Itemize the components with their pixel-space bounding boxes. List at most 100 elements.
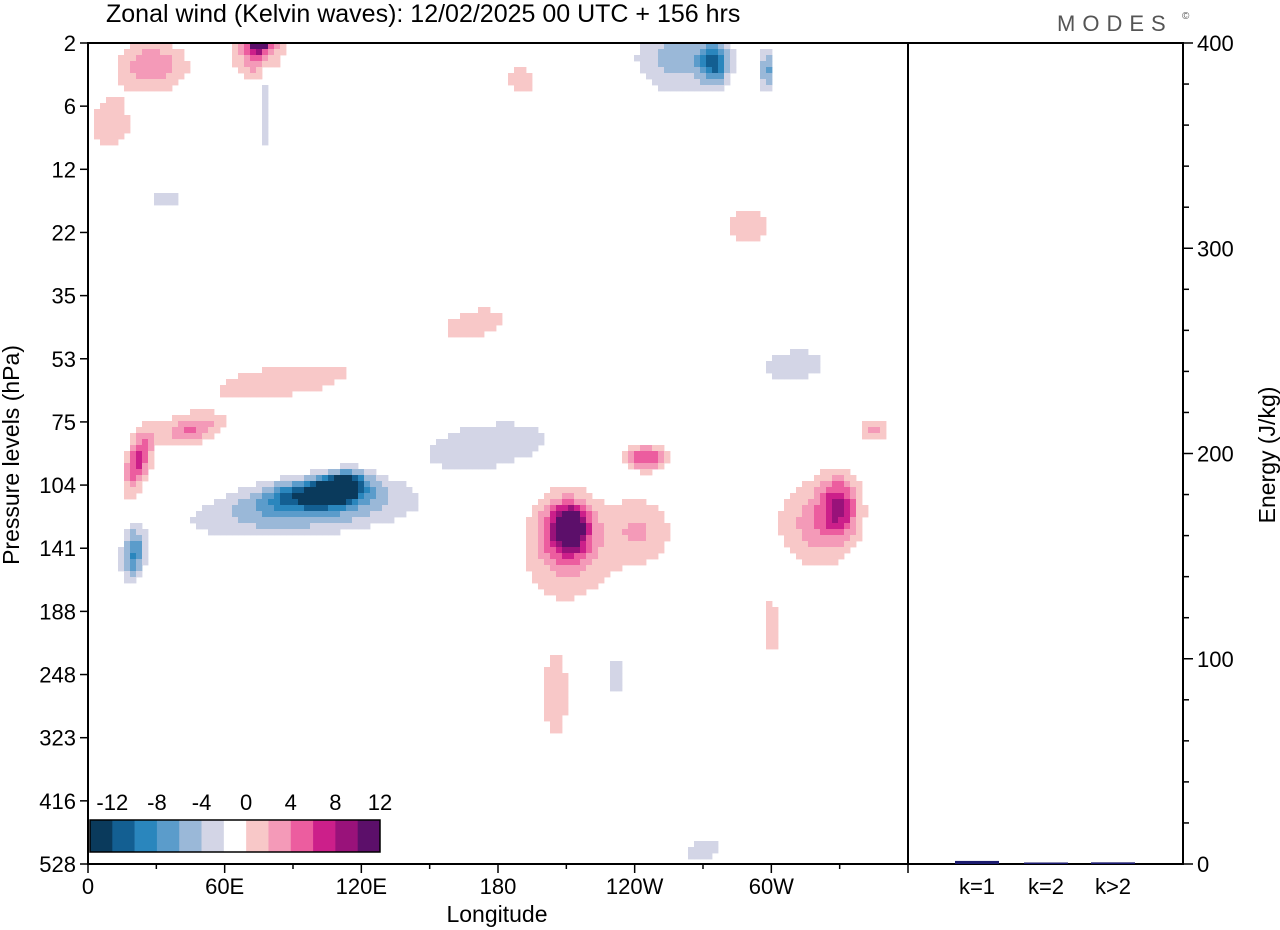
field-cell [730, 217, 737, 224]
field-cell [868, 433, 875, 440]
field-cell [820, 493, 827, 500]
field-cell [520, 73, 527, 80]
field-cell [742, 229, 749, 236]
field-cell [532, 547, 539, 554]
field-cell [844, 469, 851, 476]
field-cell [706, 43, 713, 50]
field-cell [352, 475, 359, 482]
field-cell [364, 469, 371, 476]
field-cell [142, 469, 149, 476]
field-cell [796, 355, 803, 362]
field-cell [478, 463, 485, 470]
field-cell [664, 457, 671, 464]
field-cell [862, 505, 869, 512]
field-cell [352, 481, 359, 488]
field-cell [802, 529, 809, 536]
field-cell [232, 55, 239, 62]
field-cell [232, 49, 239, 56]
field-cell [748, 211, 755, 218]
field-cell [586, 541, 593, 548]
field-cell [610, 679, 617, 686]
colorbar-label: 8 [329, 790, 341, 815]
field-cell [262, 481, 269, 488]
field-cell [136, 55, 143, 62]
field-cell [154, 73, 161, 80]
field-cell [220, 517, 227, 524]
field-cell [130, 565, 137, 572]
field-cell [814, 487, 821, 494]
field-cell [124, 565, 131, 572]
colorbar-swatch [335, 820, 358, 852]
field-cell [214, 415, 221, 422]
field-cell [136, 559, 143, 566]
heatmap-field [94, 43, 887, 860]
field-cell [808, 511, 815, 518]
field-cell [382, 481, 389, 488]
field-cell [790, 505, 797, 512]
field-cell [136, 61, 143, 68]
field-cell [604, 511, 611, 518]
field-cell [232, 523, 239, 530]
field-cell [130, 469, 137, 476]
field-cell [832, 505, 839, 512]
field-cell [592, 505, 599, 512]
field-cell [550, 721, 557, 728]
pressure-tick-label: 528 [39, 852, 76, 877]
field-cell [118, 79, 125, 86]
colorbar-swatch [112, 820, 135, 852]
field-cell [856, 499, 863, 506]
field-cell [502, 433, 509, 440]
field-cell [532, 565, 539, 572]
field-cell [328, 469, 335, 476]
field-cell [406, 505, 413, 512]
field-cell [802, 541, 809, 548]
field-cell [202, 433, 209, 440]
field-cell [160, 427, 167, 434]
field-cell [742, 235, 749, 242]
field-cell [340, 367, 347, 374]
field-cell [130, 481, 137, 488]
field-cell [826, 487, 833, 494]
field-cell [844, 541, 851, 548]
pressure-tick-label: 75 [52, 410, 76, 435]
field-cell [496, 457, 503, 464]
field-cell [148, 49, 155, 56]
field-cell [562, 559, 569, 566]
field-cell [856, 535, 863, 542]
field-cell [790, 349, 797, 356]
field-cell [304, 379, 311, 386]
field-cell [118, 109, 125, 116]
field-cell [688, 73, 695, 80]
field-cell [244, 391, 251, 398]
field-cell [652, 49, 659, 56]
field-cell [766, 631, 773, 638]
field-cell [244, 373, 251, 380]
field-cell [646, 511, 653, 518]
field-cell [268, 529, 275, 536]
field-cell [292, 523, 299, 530]
field-cell [556, 571, 563, 578]
field-cell [592, 499, 599, 506]
field-cell [700, 853, 707, 860]
field-cell [796, 547, 803, 554]
field-cell [586, 505, 593, 512]
field-cell [580, 493, 587, 500]
field-cell [592, 577, 599, 584]
field-cell [358, 523, 365, 530]
field-cell [586, 547, 593, 554]
field-cell [562, 511, 569, 518]
field-cell [586, 529, 593, 536]
field-cell [658, 61, 665, 68]
field-cell [610, 523, 617, 530]
field-cell [508, 433, 515, 440]
field-cell [352, 487, 359, 494]
field-cell [658, 67, 665, 74]
field-cell [238, 529, 245, 536]
field-cell [628, 499, 635, 506]
field-cell [766, 625, 773, 632]
field-cell [508, 445, 515, 452]
field-cell [274, 481, 281, 488]
field-cell [556, 661, 563, 668]
field-cell [616, 517, 623, 524]
